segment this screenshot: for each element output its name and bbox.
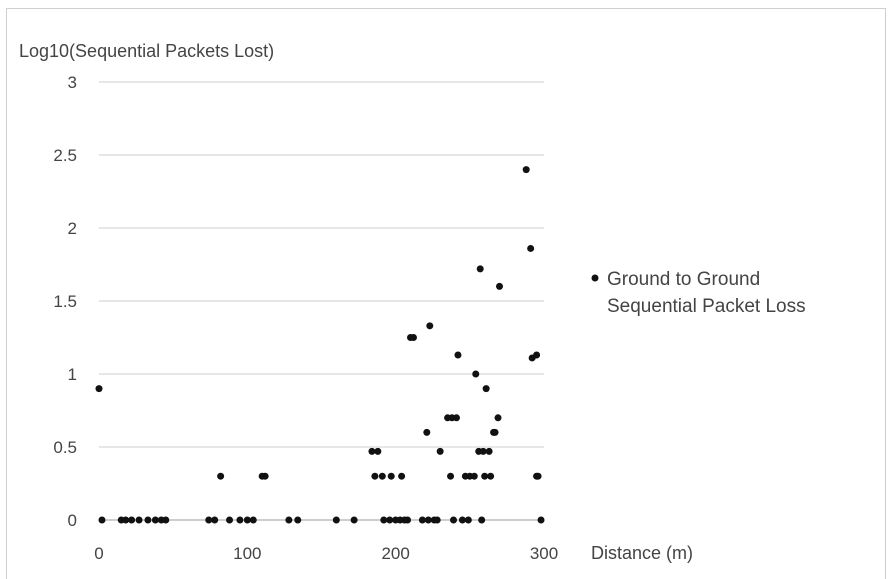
data-point bbox=[98, 516, 106, 524]
y-tick-label: 2 bbox=[68, 219, 77, 238]
data-point bbox=[374, 447, 382, 455]
data-point bbox=[211, 516, 219, 524]
data-point bbox=[452, 414, 460, 422]
data-point bbox=[128, 516, 136, 524]
legend: Ground to Ground Sequential Packet Loss bbox=[591, 269, 806, 317]
data-point bbox=[424, 516, 432, 524]
data-point bbox=[236, 516, 244, 524]
data-point bbox=[380, 516, 388, 524]
data-point bbox=[226, 516, 234, 524]
data-point bbox=[151, 516, 159, 524]
data-point bbox=[144, 516, 152, 524]
data-point bbox=[285, 516, 293, 524]
data-point bbox=[476, 265, 484, 273]
data-point bbox=[537, 516, 545, 524]
data-point bbox=[522, 166, 530, 174]
data-point bbox=[478, 516, 486, 524]
data-point bbox=[423, 428, 431, 436]
data-point bbox=[418, 516, 426, 524]
data-point bbox=[122, 516, 130, 524]
data-point bbox=[454, 351, 462, 359]
data-point bbox=[426, 322, 434, 330]
data-point bbox=[386, 516, 394, 524]
legend-marker bbox=[591, 274, 599, 282]
data-point bbox=[534, 472, 542, 480]
data-point bbox=[533, 351, 541, 359]
data-point bbox=[249, 516, 257, 524]
data-point bbox=[95, 385, 103, 393]
data-point bbox=[494, 414, 502, 422]
y-axis-label: Log10(Sequential Packets Lost) bbox=[19, 41, 274, 61]
data-point bbox=[404, 516, 412, 524]
data-point bbox=[261, 472, 269, 480]
data-point bbox=[243, 516, 251, 524]
tick-labels: 0 0.5 1 1.5 2 2.5 3 0 100 200 300 bbox=[53, 73, 558, 563]
y-tick-label: 1.5 bbox=[53, 292, 77, 311]
data-point bbox=[378, 472, 386, 480]
x-tick-label: 300 bbox=[530, 544, 558, 563]
data-point bbox=[464, 516, 472, 524]
data-point bbox=[368, 447, 376, 455]
legend-label-line-2: Sequential Packet Loss bbox=[607, 296, 806, 317]
x-axis-label: Distance (m) bbox=[591, 543, 693, 563]
data-point bbox=[487, 472, 495, 480]
y-tick-label: 0 bbox=[68, 511, 77, 530]
data-point bbox=[433, 516, 441, 524]
data-point bbox=[447, 472, 455, 480]
data-point bbox=[332, 516, 340, 524]
data-point bbox=[479, 447, 487, 455]
data-point bbox=[162, 516, 170, 524]
data-point bbox=[527, 244, 535, 252]
data-point bbox=[217, 472, 225, 480]
gridlines bbox=[99, 81, 544, 521]
data-point bbox=[436, 447, 444, 455]
data-point bbox=[409, 334, 417, 341]
x-tick-label: 200 bbox=[381, 544, 409, 563]
data-point bbox=[387, 472, 395, 480]
y-tick-label: 0.5 bbox=[53, 438, 77, 457]
data-point bbox=[485, 447, 493, 455]
data-point bbox=[496, 282, 503, 290]
chart-frame: 0 0.5 1 1.5 2 2.5 3 0 100 200 300 Log10(Sequential… bbox=[6, 8, 886, 579]
x-tick-label: 0 bbox=[94, 544, 103, 563]
data-point bbox=[482, 385, 490, 393]
data-point bbox=[458, 516, 466, 524]
data-point bbox=[371, 472, 379, 480]
data-point bbox=[350, 516, 358, 524]
data-point bbox=[135, 516, 143, 524]
x-tick-label: 100 bbox=[233, 544, 261, 563]
data-point bbox=[472, 370, 480, 378]
scatter-chart: 0 0.5 1 1.5 2 2.5 3 0 100 200 300 Log10(Sequential… bbox=[19, 41, 806, 563]
data-point bbox=[294, 516, 302, 524]
legend-label-line-1: Ground to Ground bbox=[607, 269, 760, 290]
data-point bbox=[205, 516, 213, 524]
y-tick-label: 3 bbox=[68, 73, 77, 92]
y-tick-label: 1 bbox=[68, 365, 77, 384]
data-point bbox=[481, 472, 489, 480]
data-point bbox=[470, 472, 478, 480]
data-points bbox=[95, 166, 545, 524]
data-point bbox=[450, 516, 458, 524]
y-tick-label: 2.5 bbox=[53, 146, 77, 165]
data-point bbox=[398, 472, 406, 480]
data-point bbox=[491, 428, 499, 436]
